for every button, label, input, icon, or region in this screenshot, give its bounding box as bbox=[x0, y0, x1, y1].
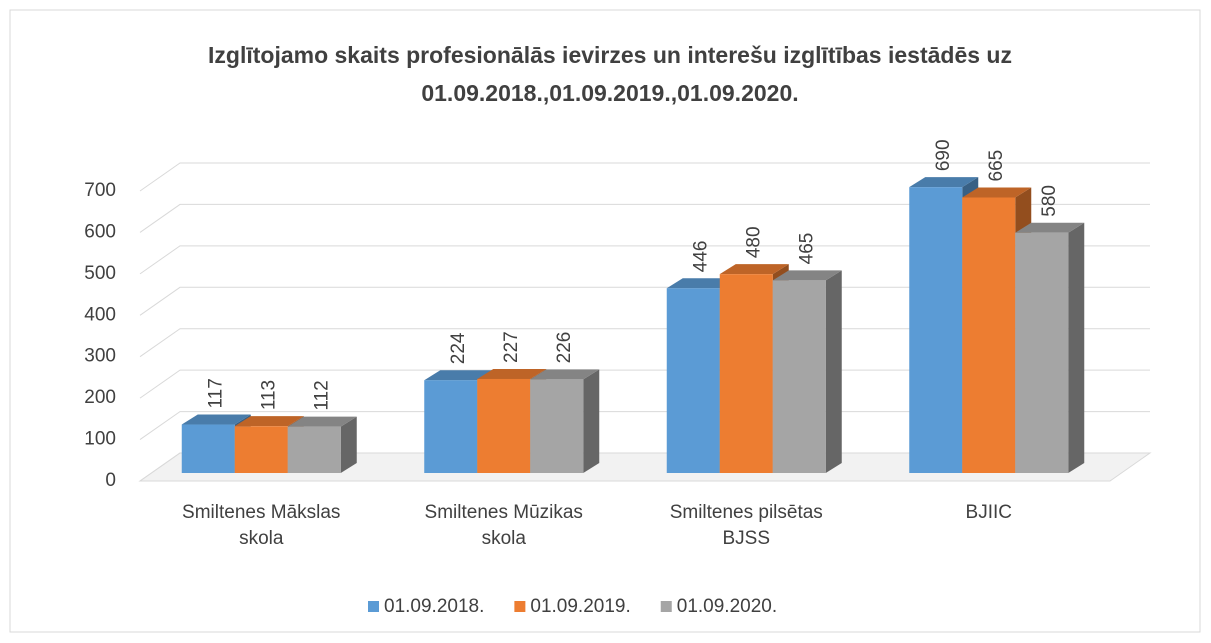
value-label: 690 bbox=[933, 139, 954, 171]
bar-top bbox=[181, 414, 251, 425]
bar bbox=[772, 270, 842, 473]
y-tick-label: 100 bbox=[84, 429, 116, 450]
bar-front bbox=[287, 426, 341, 473]
legend-label: 01.09.2018. bbox=[384, 596, 484, 617]
legend: 01.09.2018. 01.09.2019. 01.09.2020. bbox=[368, 596, 777, 617]
value-label: 227 bbox=[501, 331, 522, 363]
bar-front bbox=[477, 378, 531, 473]
bar-front bbox=[962, 197, 1016, 473]
grid-line bbox=[139, 245, 1150, 275]
legend-swatch bbox=[514, 601, 526, 612]
y-tick-label: 500 bbox=[84, 263, 116, 284]
value-label: 226 bbox=[554, 332, 575, 364]
value-label: 665 bbox=[986, 150, 1007, 182]
bar bbox=[530, 369, 600, 473]
legend-swatch bbox=[368, 601, 379, 612]
y-tick-label: 200 bbox=[84, 387, 116, 408]
bar-top bbox=[1015, 222, 1085, 233]
bar-front bbox=[530, 379, 584, 473]
bar-top bbox=[424, 370, 494, 381]
bar-side bbox=[583, 369, 600, 473]
bar-side bbox=[825, 270, 842, 473]
grid-line bbox=[139, 203, 1150, 233]
legend-swatch bbox=[660, 601, 672, 612]
bar-top bbox=[287, 416, 357, 427]
y-tick-label: 300 bbox=[84, 346, 116, 367]
bar-front bbox=[181, 424, 235, 473]
bar-front bbox=[1015, 232, 1069, 473]
y-tick-label: 700 bbox=[84, 180, 116, 201]
x-tick-label: Smiltenes pilsētas BJSS bbox=[669, 502, 823, 549]
x-tick-label: Smiltenes Mākslas skola bbox=[182, 502, 341, 549]
value-label: 580 bbox=[1039, 185, 1060, 217]
bar-front bbox=[772, 280, 826, 473]
legend-label: 01.09.2019. bbox=[530, 596, 630, 617]
legend-label: 01.09.2020. bbox=[677, 596, 777, 617]
bar-top bbox=[719, 264, 789, 275]
y-tick-label: 600 bbox=[84, 221, 116, 242]
value-label: 112 bbox=[311, 380, 332, 410]
value-label: 480 bbox=[743, 226, 764, 258]
value-label: 224 bbox=[448, 332, 469, 364]
bar-front bbox=[909, 187, 963, 473]
value-label: 465 bbox=[796, 233, 817, 265]
x-tick-label: BJIIC bbox=[965, 502, 1012, 523]
value-label: 113 bbox=[258, 380, 279, 410]
bar-front bbox=[424, 380, 478, 473]
bar-top bbox=[909, 177, 979, 188]
chart-title: Izglītojamo skaits profesionālās ievirze… bbox=[208, 42, 1012, 106]
value-label: 446 bbox=[690, 241, 711, 273]
bar bbox=[287, 416, 357, 473]
bar-front bbox=[719, 274, 773, 473]
bar-side bbox=[1068, 222, 1085, 473]
bar-top bbox=[666, 278, 736, 289]
bar-top bbox=[962, 187, 1032, 198]
bar bbox=[1015, 222, 1085, 473]
bar-front bbox=[666, 288, 720, 473]
bar-top bbox=[234, 416, 304, 427]
x-tick-label: Smiltenes Mūzikas skola bbox=[424, 502, 583, 549]
value-label: 117 bbox=[205, 378, 226, 408]
y-tick-label: 400 bbox=[84, 304, 116, 325]
bar-top bbox=[530, 369, 600, 380]
grid-line bbox=[139, 162, 1150, 192]
bar-side bbox=[340, 416, 357, 473]
bar-front bbox=[234, 426, 288, 473]
y-tick-label: 0 bbox=[105, 470, 116, 491]
bar-top bbox=[772, 270, 842, 281]
bar-top bbox=[477, 368, 547, 379]
